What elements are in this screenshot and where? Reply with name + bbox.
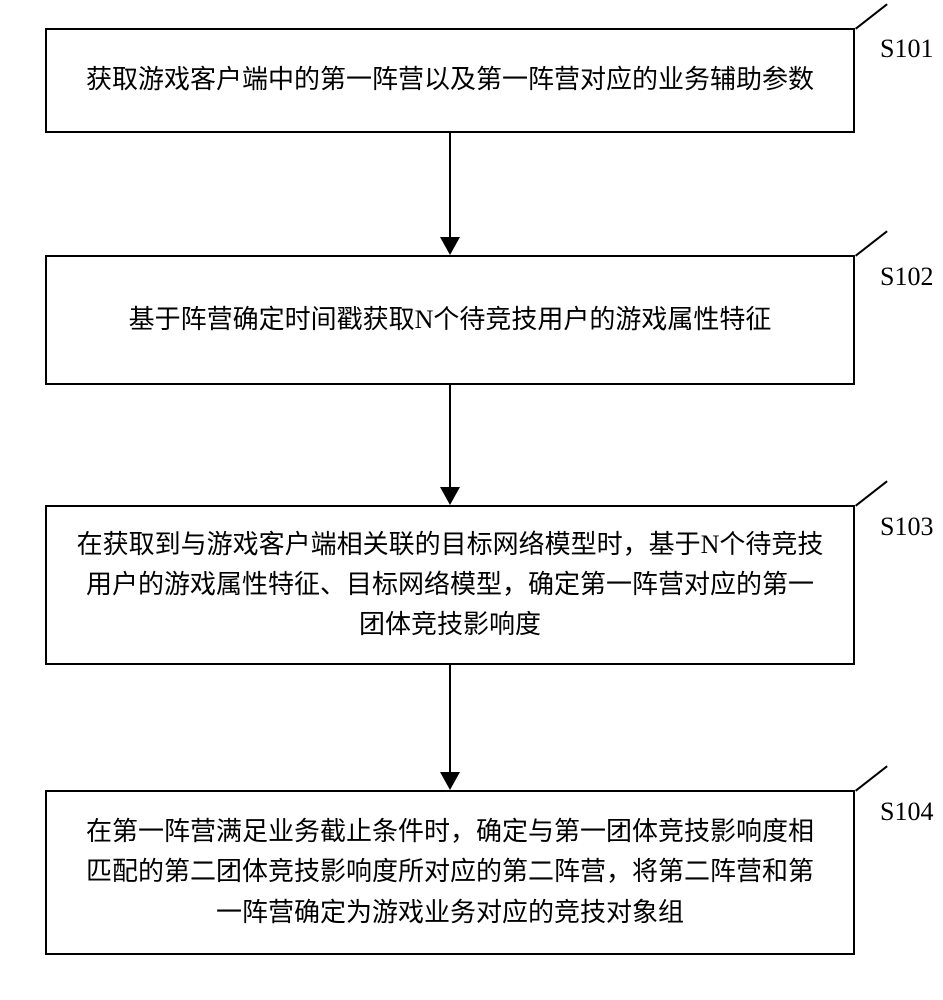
flow-node-text: 获取游戏客户端中的第一阵营以及第一阵营对应的业务辅助参数	[86, 60, 814, 100]
flow-node-text: 在获取到与游戏客户端相关联的目标网络模型时，基于N个待竞技用户的游戏属性特征、目…	[75, 525, 825, 646]
flow-node-text: 在第一阵营满足业务截止条件时，确定与第一团体竞技影响度相匹配的第二团体竞技影响度…	[75, 812, 825, 933]
leader-line-s103	[855, 480, 888, 506]
flow-node-s104: 在第一阵营满足业务截止条件时，确定与第一团体竞技影响度相匹配的第二团体竞技影响度…	[45, 790, 855, 955]
step-label-s101: S101	[880, 34, 933, 64]
step-label-s102: S102	[880, 262, 933, 292]
leader-line-s104	[855, 765, 888, 791]
arrow-3-4-head	[440, 772, 460, 790]
arrow-1-2-line	[449, 133, 451, 237]
flowchart-canvas: 获取游戏客户端中的第一阵营以及第一阵营对应的业务辅助参数 S101 基于阵营确定…	[0, 0, 943, 1000]
arrow-1-2-head	[440, 237, 460, 255]
leader-line-s101	[855, 3, 888, 29]
flow-node-s103: 在获取到与游戏客户端相关联的目标网络模型时，基于N个待竞技用户的游戏属性特征、目…	[45, 505, 855, 665]
flow-node-s101: 获取游戏客户端中的第一阵营以及第一阵营对应的业务辅助参数	[45, 28, 855, 133]
flow-node-text: 基于阵营确定时间戳获取N个待竞技用户的游戏属性特征	[129, 300, 772, 340]
arrow-3-4-line	[449, 665, 451, 772]
step-label-s103: S103	[880, 512, 933, 542]
leader-line-s102	[855, 230, 888, 256]
arrow-2-3-line	[449, 385, 451, 487]
flow-node-s102: 基于阵营确定时间戳获取N个待竞技用户的游戏属性特征	[45, 255, 855, 385]
step-label-s104: S104	[880, 797, 933, 827]
arrow-2-3-head	[440, 487, 460, 505]
